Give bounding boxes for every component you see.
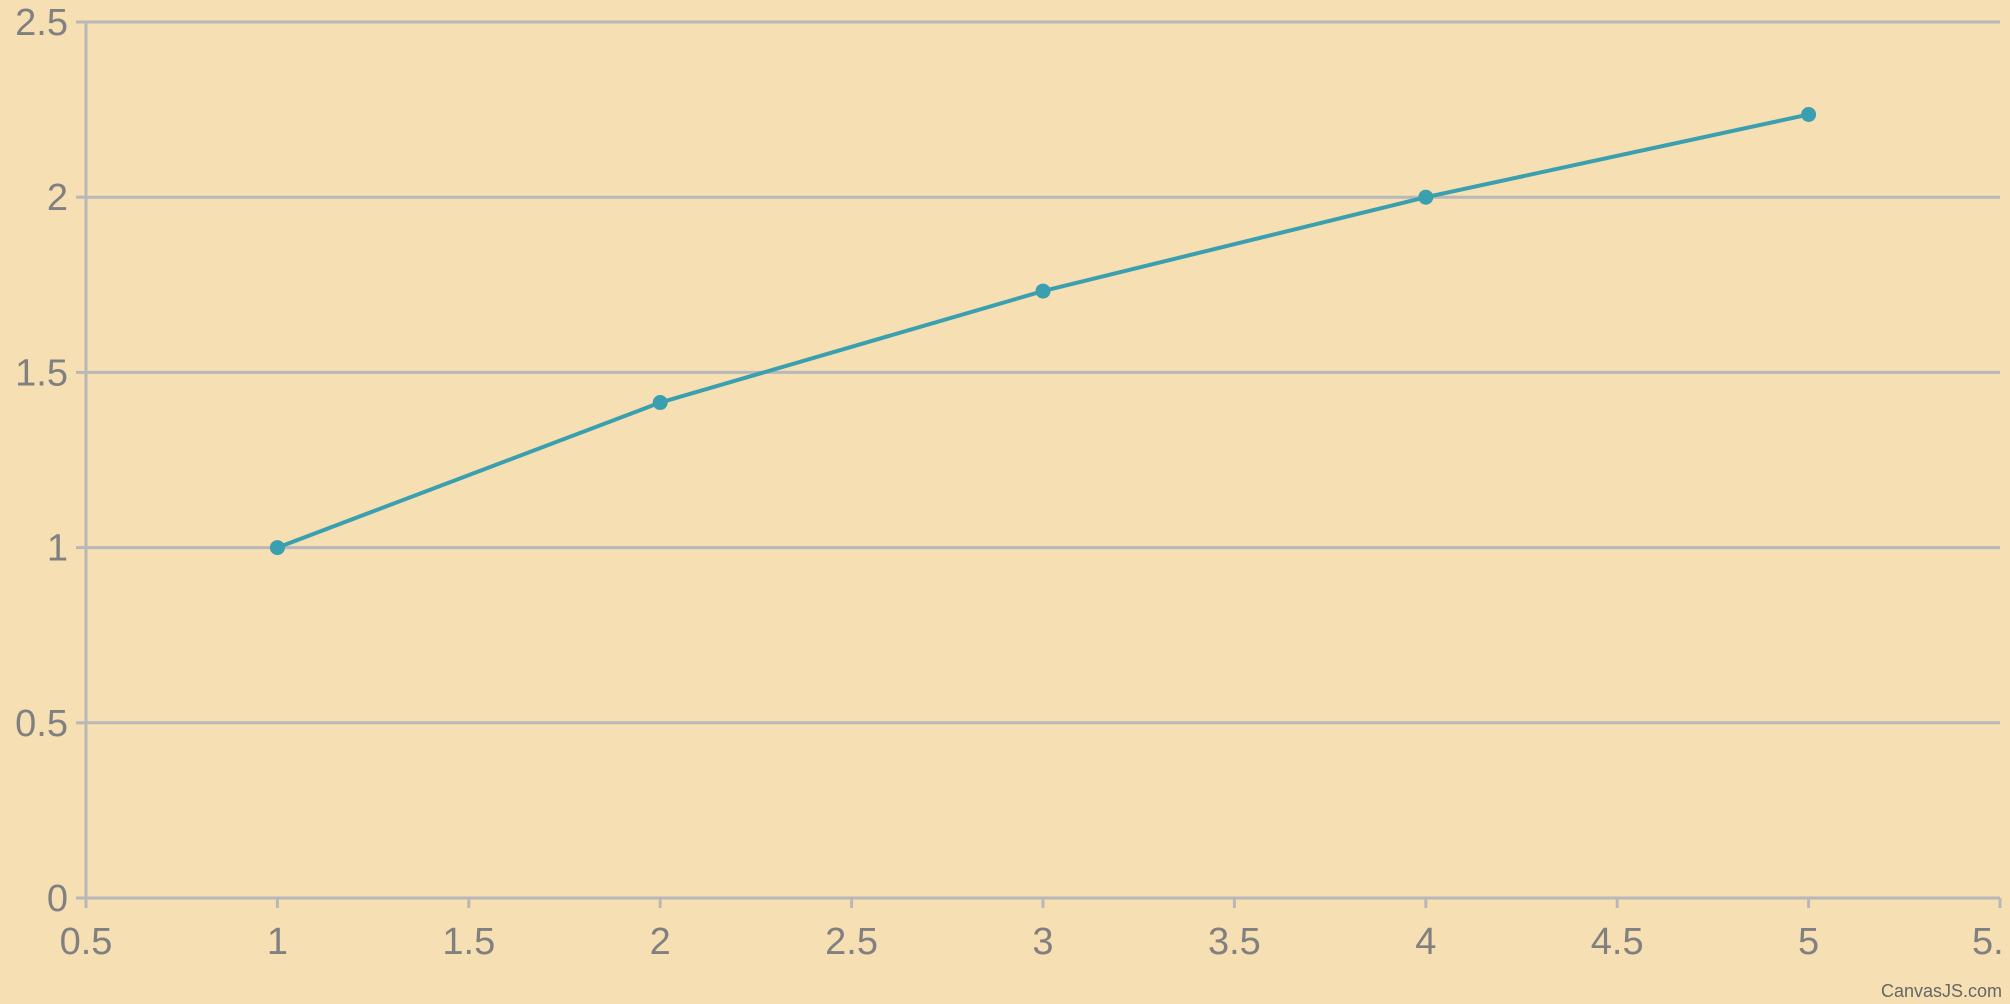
series-line [276, 112, 1810, 550]
x-tick-label: 4.5 [1591, 921, 1644, 963]
data-point[interactable] [269, 540, 285, 556]
y-tick-label: 1 [47, 528, 68, 570]
data-point[interactable] [1418, 189, 1434, 205]
y-tick-label: 0.5 [15, 703, 68, 745]
axes [84, 22, 2000, 900]
x-tick-label: 2 [650, 921, 671, 963]
x-tick-label: 5 [1798, 921, 1819, 963]
x-tick-label: 5. [1972, 921, 2004, 963]
x-tick-label: 0.5 [60, 921, 113, 963]
data-point[interactable] [652, 395, 668, 411]
x-tick-label: 1.5 [442, 921, 495, 963]
y-tick-label: 2 [47, 177, 68, 219]
x-axis-ticks: 0.5 1 1.5 2 2.5 3 3.5 4 4.5 5 5. [60, 898, 2004, 963]
gridlines [86, 20, 2000, 725]
y-tick-label: 1.5 [15, 352, 68, 394]
x-tick-label: 4 [1415, 921, 1436, 963]
x-tick-label: 3 [1032, 921, 1053, 963]
credit-link[interactable]: CanvasJS.com [1880, 981, 2002, 1001]
y-axis-ticks: 0 0.5 1 1.5 2 2.5 [15, 2, 86, 920]
y-tick-label: 0 [47, 878, 68, 920]
data-point[interactable] [1801, 107, 1817, 123]
x-tick-label: 2.5 [825, 921, 878, 963]
series-line-group [276, 112, 1810, 550]
data-points [269, 107, 1817, 556]
x-tick-label: 1 [267, 921, 288, 963]
x-tick-label: 3.5 [1208, 921, 1261, 963]
y-tick-label: 2.5 [15, 2, 68, 44]
data-point[interactable] [1035, 283, 1051, 299]
